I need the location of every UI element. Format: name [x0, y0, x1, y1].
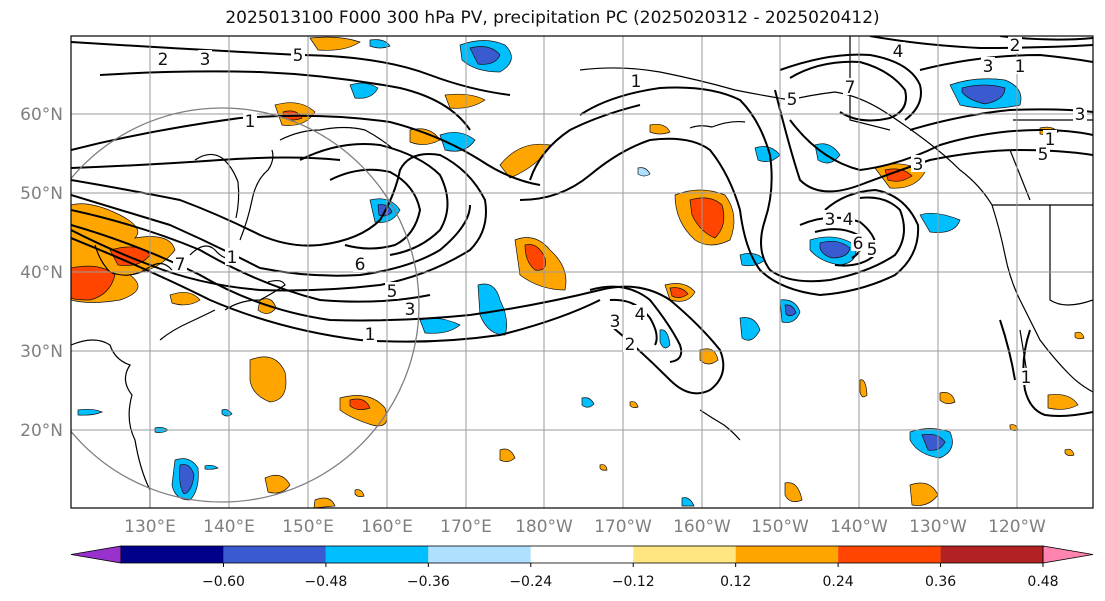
colorbar-tick-label: −0.36: [407, 574, 450, 590]
pv-contour-label: 5: [387, 282, 398, 302]
colorbar-extend-low: [70, 545, 122, 564]
lat-label: 20°N: [20, 421, 63, 441]
pv-contour-label: 1: [1045, 130, 1056, 150]
colorbar-swatch: [325, 546, 429, 563]
pv-contour-label: 1: [365, 325, 376, 345]
latitude-labels: 60°N 50°N 40°N 30°N 20°N: [20, 105, 63, 441]
colorbar-tick-label: −0.60: [202, 574, 245, 590]
pv-contour-label: 2: [625, 335, 636, 355]
pv-contour-label: 4: [843, 210, 854, 230]
pv-contour-label: 3: [913, 155, 924, 175]
map-frame: [70, 35, 1094, 509]
colorbar-swatch: [530, 546, 634, 563]
pv-contour-label: 1: [631, 72, 642, 92]
pv-contour-label: 3: [1075, 105, 1086, 125]
lon-label: 150°E: [282, 517, 334, 537]
lat-label: 30°N: [20, 342, 63, 362]
colorbar-tick-label: 0.24: [823, 574, 854, 590]
pv-contour-label: 5: [787, 90, 798, 110]
colorbar-tick-label: 0.36: [925, 574, 956, 590]
pv-contour-label: 1: [1015, 57, 1026, 77]
lon-label: 130°E: [124, 517, 176, 537]
lon-label: 150°W: [751, 517, 809, 537]
pv-contours: [71, 36, 1093, 417]
pv-contour-label: 3: [405, 300, 416, 320]
colorbar-swatch: [223, 546, 326, 563]
colorbar-tick-label: 0.48: [1027, 574, 1058, 590]
pv-contour-label: 1: [245, 112, 256, 132]
figure-title: 2025013100 F000 300 hPa PV, precipitatio…: [225, 8, 880, 28]
pv-contour-label: 1: [227, 248, 238, 268]
pv-contour-label: 3: [825, 210, 836, 230]
colorbar-swatch: [121, 546, 224, 563]
colorbar-tick-label: −0.48: [304, 574, 347, 590]
precipitation-anomaly-shading: [71, 36, 1085, 508]
pv-contour-label: 4: [893, 42, 904, 62]
reference-circle: [71, 107, 420, 503]
pv-contour-label: 3: [200, 50, 211, 70]
graticule: [71, 36, 1093, 508]
colorbar-extend-high: [1042, 545, 1094, 564]
lon-label: 170°E: [440, 517, 492, 537]
colorbar-tick-labels: −0.60 −0.48 −0.36 −0.24 −0.12 0.12 0.24 0.36 0.4…: [202, 563, 1059, 590]
longitude-labels: 130°E 140°E 150°E 160°E 170°E 180°W 170°W 160°W…: [124, 517, 1046, 537]
colorbar-tick-label: −0.24: [509, 574, 552, 590]
pv-contour-label: 6: [355, 255, 366, 275]
pv-contour-label: 7: [845, 78, 856, 98]
pv-contour-label: 6: [853, 234, 864, 254]
pv-contour-label: 3: [610, 312, 621, 332]
colorbar-swatch: [735, 546, 839, 563]
pv-contour-label: 4: [635, 305, 646, 325]
colorbar-tick-label: 0.12: [720, 574, 751, 590]
lat-label: 50°N: [20, 184, 63, 204]
colorbar-swatch: [838, 546, 941, 563]
pv-contour-label: 5: [867, 240, 878, 260]
lat-label: 60°N: [20, 105, 63, 125]
lon-label: 140°E: [203, 517, 255, 537]
pv-contour-label: 2: [1010, 36, 1021, 56]
lon-label: 120°W: [988, 517, 1046, 537]
pv-contour-label: 3: [983, 57, 994, 77]
lon-label: 160°W: [673, 517, 731, 537]
pv-contour-label: 5: [1038, 145, 1049, 165]
lon-label: 160°E: [361, 517, 413, 537]
pv-contour-label: 7: [175, 255, 186, 275]
colorbar-swatch: [428, 546, 531, 563]
lon-label: 140°W: [830, 517, 888, 537]
lon-label: 130°W: [909, 517, 967, 537]
colorbar-swatch: [940, 546, 1043, 563]
colorbar-swatch: [633, 546, 736, 563]
colorbar: [70, 545, 1094, 564]
lat-label: 40°N: [20, 263, 63, 283]
coastlines: [71, 36, 1093, 508]
lon-label: 170°W: [594, 517, 652, 537]
lon-label: 180°W: [515, 517, 573, 537]
colorbar-tick-label: −0.12: [612, 574, 655, 590]
pv-contour-label: 1: [1021, 368, 1032, 388]
pv-contour-label: 5: [293, 46, 304, 66]
pv-contour-label: 2: [158, 50, 169, 70]
